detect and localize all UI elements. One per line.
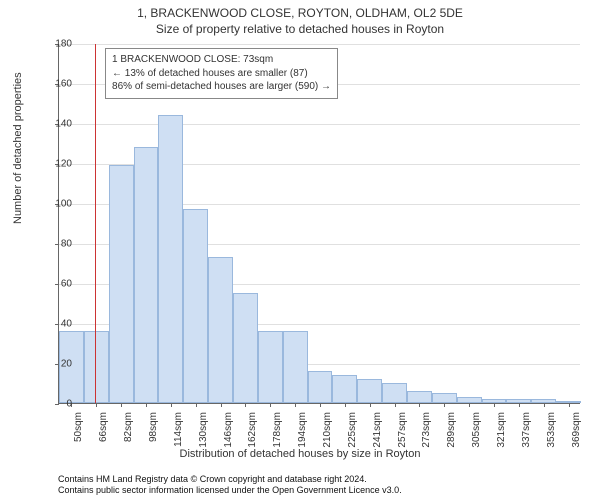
y-tick-label: 100 <box>32 199 72 210</box>
footer-line2: Contains public sector information licen… <box>58 485 402 496</box>
chart-title-sub: Size of property relative to detached ho… <box>0 20 600 36</box>
y-tick-label: 160 <box>32 79 72 90</box>
histogram-bar <box>109 165 134 403</box>
x-tick-mark <box>320 403 321 407</box>
x-axis-label: Distribution of detached houses by size … <box>0 448 600 460</box>
histogram-bar <box>382 383 407 403</box>
histogram-bar <box>308 371 333 403</box>
x-tick-mark <box>196 403 197 407</box>
y-tick-label: 20 <box>32 359 72 370</box>
y-tick-label: 140 <box>32 119 72 130</box>
x-tick-label: 257sqm <box>397 412 408 448</box>
x-tick-label: 337sqm <box>521 412 532 448</box>
x-tick-label: 146sqm <box>223 412 234 448</box>
x-tick-label: 50sqm <box>73 412 84 442</box>
x-tick-label: 194sqm <box>297 412 308 448</box>
x-tick-label: 225sqm <box>347 412 358 448</box>
x-tick-mark <box>494 403 495 407</box>
x-tick-label: 369sqm <box>571 412 582 448</box>
x-tick-mark <box>519 403 520 407</box>
y-tick-label: 0 <box>32 399 72 410</box>
x-tick-label: 210sqm <box>322 412 333 448</box>
x-tick-label: 114sqm <box>173 412 184 447</box>
y-tick-label: 120 <box>32 159 72 170</box>
y-tick-label: 80 <box>32 239 72 250</box>
x-tick-label: 66sqm <box>98 412 109 442</box>
x-tick-mark <box>569 403 570 407</box>
x-tick-label: 353sqm <box>546 412 557 448</box>
histogram-bar <box>432 393 457 403</box>
x-tick-label: 178sqm <box>272 412 283 448</box>
histogram-bar <box>332 375 357 403</box>
footer-note: Contains HM Land Registry data © Crown c… <box>58 474 402 497</box>
x-tick-mark <box>469 403 470 407</box>
marker-line <box>95 44 96 403</box>
histogram-bar <box>283 331 308 403</box>
x-tick-mark <box>245 403 246 407</box>
x-tick-mark <box>345 403 346 407</box>
footer-line1: Contains HM Land Registry data © Crown c… <box>58 474 402 485</box>
x-tick-mark <box>370 403 371 407</box>
histogram-bar <box>258 331 283 403</box>
x-tick-mark <box>121 403 122 407</box>
x-tick-label: 162sqm <box>247 412 258 448</box>
gridline <box>59 124 580 125</box>
histogram-bar <box>84 331 109 403</box>
x-tick-mark <box>146 403 147 407</box>
annotation-box: 1 BRACKENWOOD CLOSE: 73sqm← 13% of detac… <box>105 48 338 99</box>
y-axis-label: Number of detached properties <box>12 72 24 224</box>
x-tick-mark <box>419 403 420 407</box>
x-tick-label: 130sqm <box>198 412 209 448</box>
x-tick-label: 273sqm <box>421 412 432 448</box>
x-tick-label: 82sqm <box>123 412 134 442</box>
annotation-line3: 86% of semi-detached houses are larger (… <box>112 80 331 94</box>
chart-title-main: 1, BRACKENWOOD CLOSE, ROYTON, OLDHAM, OL… <box>0 0 600 20</box>
histogram-bar <box>208 257 233 403</box>
histogram-bar <box>183 209 208 403</box>
gridline <box>59 44 580 45</box>
y-tick-label: 60 <box>32 279 72 290</box>
histogram-bar <box>134 147 159 403</box>
x-tick-mark <box>270 403 271 407</box>
x-tick-label: 321sqm <box>496 412 507 448</box>
annotation-line1: 1 BRACKENWOOD CLOSE: 73sqm <box>112 53 331 67</box>
y-tick-label: 40 <box>32 319 72 330</box>
x-tick-label: 289sqm <box>446 412 457 448</box>
x-tick-mark <box>395 403 396 407</box>
x-tick-label: 98sqm <box>148 412 159 442</box>
x-tick-mark <box>444 403 445 407</box>
x-tick-mark <box>96 403 97 407</box>
x-tick-mark <box>171 403 172 407</box>
x-tick-label: 241sqm <box>372 412 383 448</box>
histogram-bar <box>357 379 382 403</box>
histogram-bar <box>407 391 432 403</box>
histogram-bar <box>233 293 258 403</box>
x-tick-mark <box>221 403 222 407</box>
y-tick-label: 180 <box>32 39 72 50</box>
x-tick-mark <box>295 403 296 407</box>
plot-area: 1 BRACKENWOOD CLOSE: 73sqm← 13% of detac… <box>58 44 580 404</box>
x-tick-label: 305sqm <box>471 412 482 448</box>
annotation-line2: ← 13% of detached houses are smaller (87… <box>112 67 331 81</box>
x-tick-mark <box>544 403 545 407</box>
histogram-bar <box>158 115 183 403</box>
